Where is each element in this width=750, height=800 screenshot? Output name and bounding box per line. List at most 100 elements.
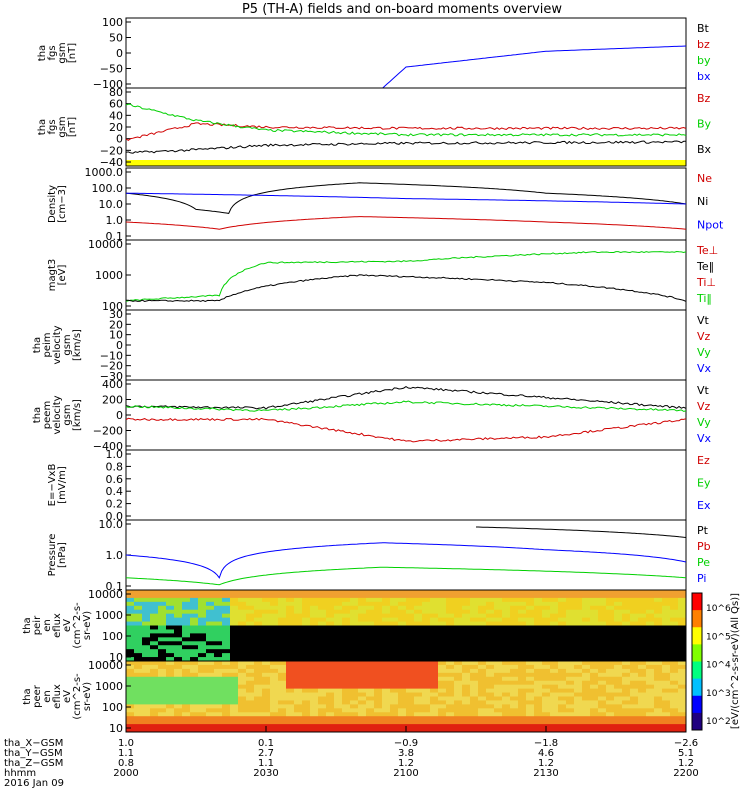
spectrogram-cell	[614, 708, 623, 713]
spectrogram-cell	[254, 704, 263, 709]
spectrogram-cell	[542, 661, 551, 666]
spectrogram-cell	[590, 593, 599, 599]
spectrogram-cell	[182, 661, 191, 666]
spectrogram-cell	[382, 613, 391, 619]
spectrogram-cell	[542, 613, 551, 619]
spectrogram-cell	[278, 609, 287, 615]
spectrogram-cell	[190, 692, 199, 697]
y-tick-label: 60	[109, 98, 123, 111]
spectrogram-cell	[366, 625, 375, 630]
spectrogram-cell	[542, 593, 551, 599]
spectrogram-cell	[518, 637, 527, 642]
spectrogram-cell	[422, 633, 431, 638]
spectrogram-cell	[174, 605, 183, 611]
spectrogram-cell	[638, 724, 647, 729]
x-value: 2030	[253, 768, 278, 779]
spectrogram-cell	[182, 696, 191, 701]
spectrogram-cell	[414, 661, 423, 666]
y-axis-label: (cm^2-s-	[72, 673, 83, 720]
spectrogram-cell	[350, 590, 359, 595]
spectrogram-cell	[486, 712, 495, 717]
spectrogram-cell	[134, 688, 143, 694]
spectrogram-cell	[190, 629, 199, 634]
spectrogram-cell	[198, 672, 207, 678]
spectrogram-cell	[294, 700, 303, 705]
spectrogram-cell	[478, 724, 487, 729]
spectrogram-cell	[158, 688, 167, 694]
y-tick-label: 1000.0	[85, 166, 124, 179]
spectrogram-cell	[222, 676, 231, 682]
spectrogram-cell	[598, 696, 607, 701]
spectrogram-cell	[478, 684, 487, 690]
spectrogram-cell	[142, 724, 151, 729]
y-axis-label: eV	[62, 619, 73, 632]
spectrogram-cell	[270, 716, 279, 721]
spectrogram-cell	[406, 720, 415, 725]
spectrogram-cell	[526, 657, 535, 662]
spectrogram-cell	[238, 597, 247, 603]
spectrogram-cell	[302, 700, 311, 705]
y-tick-label: 100	[102, 630, 123, 643]
spectrogram-cell	[366, 653, 375, 658]
spectrogram-cell	[254, 609, 263, 615]
spectrogram-cell	[590, 629, 599, 634]
spectrogram-cell	[406, 676, 415, 682]
spectrogram-cell	[198, 617, 207, 623]
spectrogram-cell	[374, 696, 383, 701]
spectrogram-cell	[542, 633, 551, 638]
spectrogram-cell	[470, 645, 479, 650]
spectrogram-cell	[406, 653, 415, 658]
spectrogram-cell	[486, 613, 495, 619]
spectrogram-cell	[566, 617, 575, 623]
spectrogram-cell	[478, 716, 487, 721]
spectrogram-cell	[126, 649, 135, 654]
spectrogram-cell	[502, 637, 511, 642]
spectrogram-cell	[318, 668, 327, 674]
spectrogram-cell	[430, 672, 439, 678]
y-axis-label: tha	[37, 45, 48, 61]
spectrogram-cell	[438, 700, 447, 705]
spectrogram-cell	[390, 653, 399, 658]
legend-Te‖: Te‖	[696, 260, 714, 273]
spectrogram-cell	[502, 609, 511, 615]
spectrogram-cell	[438, 688, 447, 694]
y-tick-label: 40	[109, 109, 123, 122]
spectrogram-cell	[134, 625, 143, 630]
spectrogram-cell	[294, 629, 303, 634]
spectrogram-cell	[278, 704, 287, 709]
spectrogram-cell	[230, 641, 239, 646]
spectrogram-cell	[518, 692, 527, 697]
y-axis-label: [cm−3]	[57, 185, 68, 223]
spectrogram-cell	[638, 637, 647, 642]
spectrogram-cell	[230, 704, 239, 709]
spectrogram-cell	[230, 700, 239, 705]
spectrogram-cell	[142, 593, 151, 599]
spectrogram-cell	[398, 605, 407, 611]
spectrogram-cell	[166, 720, 175, 725]
spectrogram-cell	[182, 676, 191, 682]
spectrogram-cell	[598, 653, 607, 658]
spectrogram-cell	[534, 676, 543, 682]
spectrogram-cell	[438, 613, 447, 619]
spectrogram-cell	[590, 633, 599, 638]
spectrogram-cell	[254, 672, 263, 678]
spectrogram-cell	[174, 696, 183, 701]
spectrogram-cell	[350, 617, 359, 623]
spectrogram-cell	[422, 653, 431, 658]
spectrogram-cell	[382, 653, 391, 658]
spectrogram-cell	[566, 676, 575, 682]
spectrogram-cell	[582, 657, 591, 662]
spectrogram-cell	[414, 637, 423, 642]
spectrogram-cell	[406, 684, 415, 690]
legend-Vx: Vx	[697, 432, 712, 445]
spectrogram-cell	[598, 621, 607, 626]
x-value: 0.8	[118, 758, 134, 769]
spectrogram-cell	[622, 625, 631, 630]
spectrogram-cell	[366, 605, 375, 611]
spectrogram-cell	[374, 672, 383, 678]
spectrogram-cell	[134, 597, 143, 603]
spectrogram-cell	[198, 613, 207, 619]
spectrogram-cell	[598, 637, 607, 642]
spectrogram-cell	[494, 676, 503, 682]
spectrogram-cell	[390, 708, 399, 713]
